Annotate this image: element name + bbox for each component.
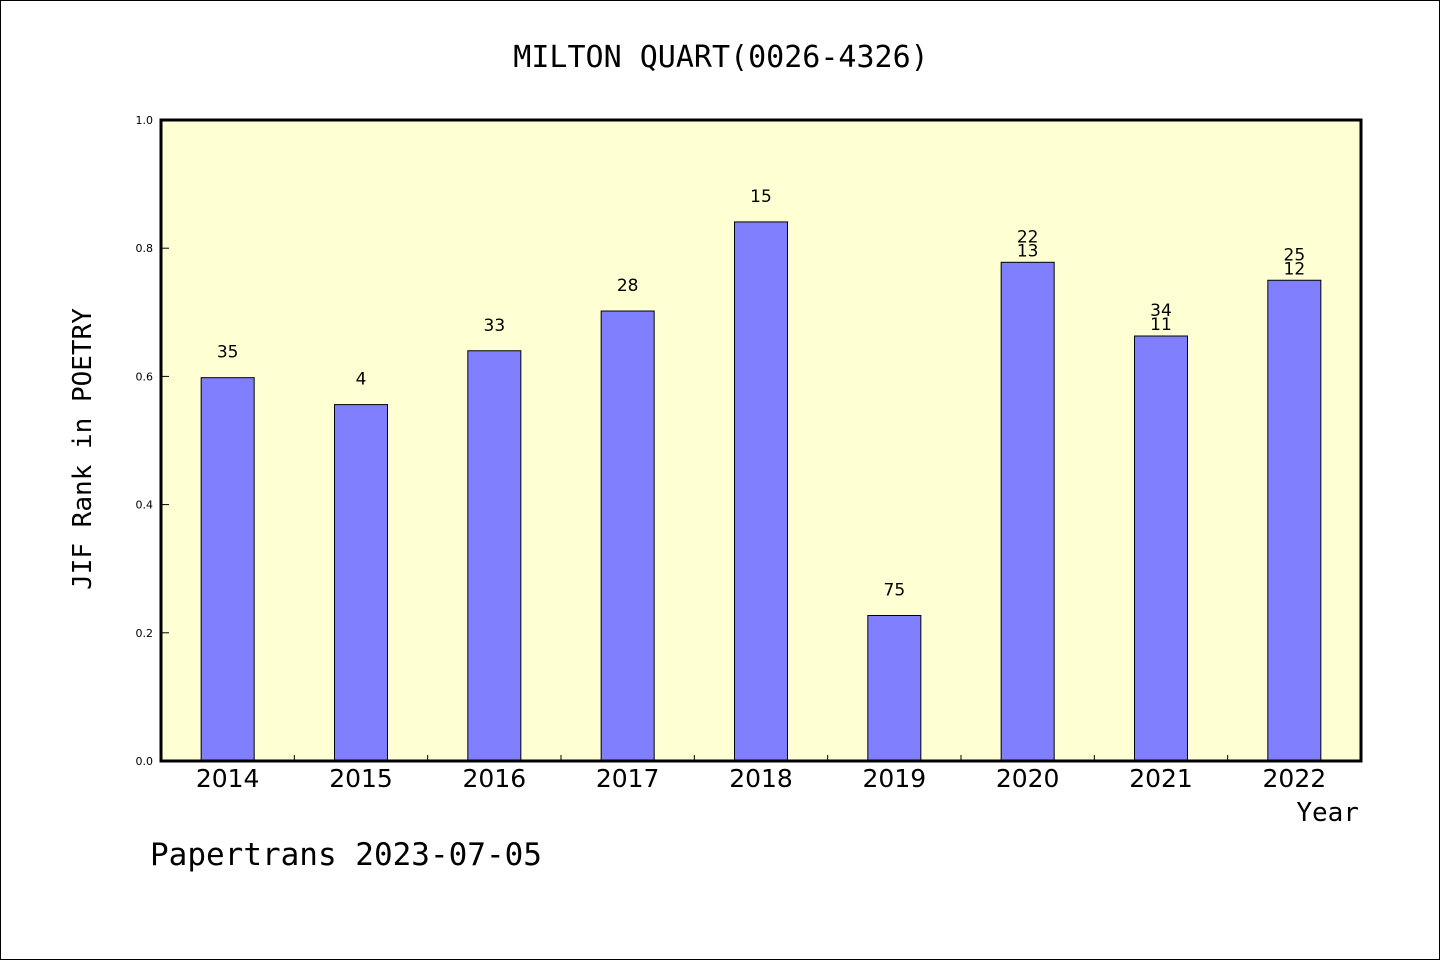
footer-credit: Papertrans 2023-07-05 <box>150 837 542 873</box>
y-tick-label: 0.8 <box>136 242 154 255</box>
data-label: 22 <box>1017 227 1039 247</box>
data-label: 34 <box>1150 301 1172 321</box>
plot-frame <box>159 118 1363 763</box>
data-label: 15 <box>750 187 772 207</box>
x-tick-label: 2016 <box>463 764 527 793</box>
bar <box>1000 261 1055 762</box>
bar <box>467 350 522 762</box>
data-label: 33 <box>484 316 506 336</box>
y-tick-label: 0.4 <box>136 499 154 512</box>
bar <box>1134 335 1188 762</box>
x-tick-label: 2014 <box>196 764 260 793</box>
data-label: 75 <box>884 580 906 600</box>
data-label: 28 <box>617 276 639 296</box>
bar <box>867 614 922 762</box>
x-tick-label: 2019 <box>863 764 927 793</box>
bar <box>1267 279 1322 762</box>
data-label: 13 <box>1017 241 1039 261</box>
data-label: 25 <box>1284 245 1306 265</box>
data-label: 11 <box>1150 315 1172 335</box>
y-tick-label: 0.6 <box>136 370 154 383</box>
y-axis-label: JIF Rank in POETRY <box>68 308 98 590</box>
x-axis-label: Year <box>1296 798 1359 828</box>
chart-title: MILTON QUART(0026-4326) <box>513 40 928 75</box>
x-tick-label: 2021 <box>1129 764 1193 793</box>
y-tick-label: 1.0 <box>136 114 154 127</box>
plot-area: 0.0 0.2 0.4 0.6 0.8 1.0 2014 35 2015 4 2016 33 2017 2… <box>136 114 1363 793</box>
x-tick-label: 2022 <box>1263 764 1327 793</box>
bar <box>334 404 388 762</box>
x-tick-label: 2017 <box>596 764 660 793</box>
y-tick-label: 0.2 <box>136 627 154 640</box>
x-tick-label: 2015 <box>329 764 393 793</box>
x-tick-label: 2018 <box>729 764 793 793</box>
bar <box>734 221 788 762</box>
data-label: 12 <box>1284 259 1306 279</box>
bar <box>600 310 655 762</box>
x-tick-label: 2020 <box>996 764 1060 793</box>
data-label: 4 <box>356 370 367 390</box>
y-tick-label: 0.0 <box>136 755 154 768</box>
data-label: 35 <box>217 343 239 363</box>
bar <box>200 377 255 762</box>
